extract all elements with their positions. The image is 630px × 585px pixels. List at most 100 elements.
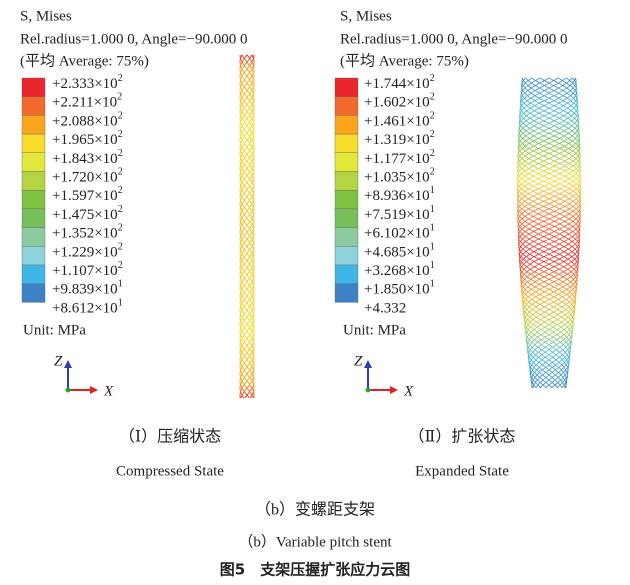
legend-band: [335, 209, 358, 228]
field-label: S, Mises: [20, 8, 72, 24]
legend-exp: 2: [118, 204, 123, 215]
legend-exp: 2: [118, 129, 123, 140]
legend-exp: 2: [430, 92, 435, 103]
legend-band: [22, 134, 45, 153]
axis-z-head: [364, 360, 372, 368]
legend-base: ×10: [94, 133, 117, 149]
legend-exp: 2: [430, 73, 435, 84]
legend-exp: 2: [430, 111, 435, 122]
legend-mantissa: +4.685: [364, 245, 406, 261]
legend-base: ×10: [406, 245, 429, 261]
figure: S, Mises Rel.radius=1.000 0, Angle=−90.00…: [0, 0, 630, 585]
legend-mantissa: +2.333: [52, 76, 94, 92]
legend-base: ×10: [406, 151, 429, 167]
legend-band: [335, 172, 358, 191]
stent-strut: [240, 55, 254, 398]
legend-base: ×10: [94, 245, 117, 261]
legend-band: [335, 265, 358, 284]
page: S, Mises Rel.radius=1.000 0, Angle=−90.00…: [0, 0, 630, 585]
legend-label: +1.177×102: [364, 148, 435, 167]
legend-mantissa: +2.088: [52, 114, 94, 130]
legend-band: [22, 246, 45, 265]
legend-mantissa: +1.597: [52, 189, 95, 205]
stent-strut: [240, 55, 254, 398]
legend-base: ×10: [406, 170, 429, 186]
legend-base: ×10: [406, 114, 429, 130]
legend-base: ×10: [406, 133, 429, 149]
legend-base: ×10: [94, 114, 117, 130]
legend-base: ×10: [94, 189, 117, 205]
figure-title: 图5 支架压握扩张应力云图: [220, 561, 410, 579]
legend-base: ×10: [94, 226, 117, 242]
legend-label: +1.597×102: [52, 185, 123, 204]
axis-z-label: Z: [354, 353, 363, 369]
axis-x-label: X: [403, 383, 414, 399]
legend-exp: 2: [118, 111, 123, 122]
legend-base: ×10: [406, 282, 429, 298]
legend-label: +1.843×102: [52, 148, 123, 167]
legend-mantissa: +4.332: [364, 301, 406, 317]
legend-mantissa: +1.177: [364, 151, 407, 167]
legend-label: +2.211×102: [52, 92, 122, 111]
stent-strut: [240, 55, 254, 398]
legend-mantissa: +1.461: [364, 114, 406, 130]
legend-exp: 1: [118, 279, 123, 290]
stent: [240, 55, 254, 398]
legend-label: +2.088×102: [52, 111, 123, 130]
legend-exp: 2: [118, 223, 123, 234]
legend-exp: 2: [430, 148, 435, 159]
legend-exp: 2: [118, 260, 123, 271]
legend-exp: 2: [430, 167, 435, 178]
legend-band: [22, 265, 45, 284]
caption-en: Expanded State: [415, 463, 509, 479]
legend-exp: 1: [430, 223, 435, 234]
stent-strut: [240, 55, 254, 398]
legend-band: [335, 78, 358, 97]
legend-exp: 2: [118, 73, 123, 84]
legend-label: +1.319×102: [364, 129, 435, 148]
axis-z-label: Z: [54, 353, 63, 369]
stent-strut: [240, 55, 254, 398]
legend-label: +1.965×102: [52, 129, 123, 148]
legend-base: ×10: [94, 207, 117, 223]
legend-label: +1.229×102: [52, 242, 123, 261]
legend-label: +1.475×102: [52, 204, 123, 223]
legend-base: ×10: [94, 151, 117, 167]
legend-mantissa: +1.319: [364, 133, 406, 149]
axis-x-head: [390, 386, 398, 394]
legend-base: ×10: [94, 170, 117, 186]
legend-band: [22, 115, 45, 134]
stent-strut: [240, 55, 254, 398]
legend-mantissa: +9.839: [52, 282, 94, 298]
unit-label: Unit: MPa: [343, 323, 406, 339]
legend-mantissa: +1.850: [364, 282, 406, 298]
legend-band: [335, 246, 358, 265]
legend-base: ×10: [94, 95, 117, 111]
legend-label: +1.035×102: [364, 167, 435, 186]
legend-label: +4.685×101: [364, 242, 435, 261]
legend-label: +6.102×101: [364, 223, 435, 242]
location-label: Rel.radius=1.000 0, Angle=−90.000 0: [20, 31, 247, 47]
legend-base: ×10: [406, 207, 429, 223]
legend-label: +8.612×101: [52, 298, 123, 317]
legend-base: ×10: [94, 301, 117, 317]
legend-band: [22, 172, 45, 191]
legend-exp: 1: [118, 298, 123, 309]
legend-exp: 1: [430, 185, 435, 196]
stent-strut: [240, 55, 254, 398]
legend-label: +1.107×102: [52, 260, 123, 279]
legend-band: [22, 97, 45, 116]
legend-exp: 1: [430, 204, 435, 215]
legend-base: ×10: [406, 263, 429, 279]
legend-base: ×10: [94, 76, 117, 92]
legend-exp: 2: [118, 242, 123, 253]
legend-band: [22, 209, 45, 228]
legend-mantissa: +7.519: [364, 207, 406, 223]
legend-mantissa: +3.268: [364, 263, 406, 279]
stent-strut: [240, 55, 254, 398]
legend-label: +1.720×102: [52, 167, 123, 186]
legend-mantissa: +1.843: [52, 151, 94, 167]
legend-exp: 1: [430, 242, 435, 253]
legend-base: ×10: [94, 263, 117, 279]
legend-exp: 2: [118, 185, 123, 196]
